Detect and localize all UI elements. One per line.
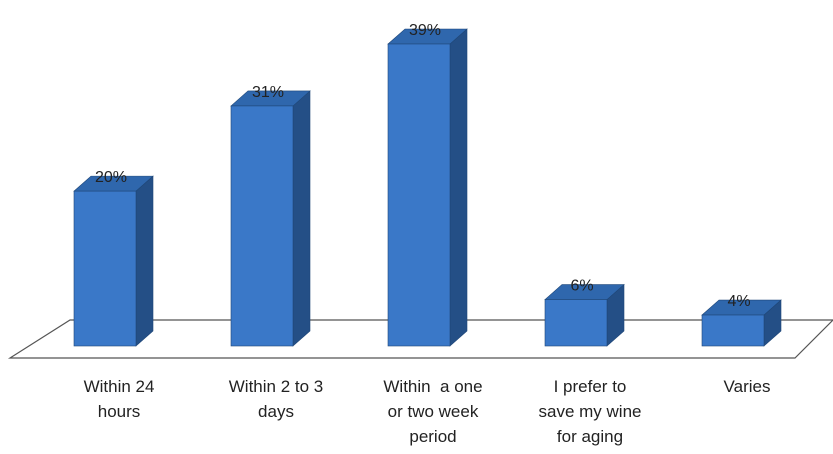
bar-5	[701, 299, 782, 347]
category-label-line: save my wine	[539, 402, 642, 421]
category-label-3: Within a one or two week period	[383, 377, 482, 446]
category-label-2: Within 2 to 3 days	[229, 377, 324, 421]
bar-front-5	[701, 314, 765, 347]
data-label-3: 39%	[409, 22, 441, 39]
category-label-line: or two week	[388, 402, 479, 421]
category-label-line: hours	[98, 402, 141, 421]
bar-front-4	[544, 299, 608, 347]
bar-side-1	[135, 175, 154, 347]
category-label-5: Varies	[724, 377, 771, 396]
bar-2	[230, 90, 311, 347]
bar-4	[544, 283, 625, 347]
category-label-4: I prefer to save my wine for aging	[539, 377, 642, 446]
bar-side-2	[292, 90, 311, 347]
category-label-line: Within a one	[383, 377, 482, 396]
data-label-1: 20%	[95, 169, 127, 186]
category-label-1: Within 24 hours	[84, 377, 155, 421]
category-label-line: Within 2 to 3	[229, 377, 324, 396]
category-label-line: Within 24	[84, 377, 155, 396]
bar-1	[73, 175, 154, 347]
category-label-line: I prefer to	[554, 377, 627, 396]
bar-3	[387, 28, 468, 347]
bar-front-3	[387, 43, 451, 347]
category-label-line: days	[258, 402, 294, 421]
category-labels-group: Within 24 hours Within 2 to 3 days Within a …	[84, 377, 771, 446]
data-label-2: 31%	[252, 84, 284, 101]
bar-front-2	[230, 105, 294, 347]
data-label-5: 4%	[727, 293, 750, 310]
category-label-line: for aging	[557, 427, 623, 446]
category-label-line: period	[409, 427, 456, 446]
category-label-line: Varies	[724, 377, 771, 396]
data-label-4: 6%	[570, 278, 593, 295]
bar-side-3	[449, 28, 468, 347]
bar-front-1	[73, 190, 137, 347]
bars-group	[73, 28, 782, 347]
data-labels-group: 20% 31% 39% 6% 4%	[95, 22, 751, 310]
